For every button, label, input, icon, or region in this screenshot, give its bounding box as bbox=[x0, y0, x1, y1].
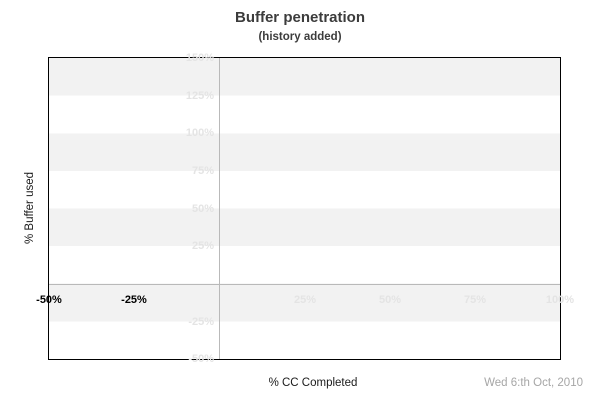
chart-subtitle: (history added) bbox=[258, 31, 342, 43]
date-label: Wed 6:th Oct, 2010 bbox=[484, 377, 583, 389]
x-tick-label-history: -50% bbox=[36, 294, 62, 306]
plot-area: 150% 125% 100% 75% 50% 25% -25% -50% -50… bbox=[36, 52, 574, 365]
chart-title: Buffer penetration bbox=[234, 9, 365, 26]
x-tick-label: 75% bbox=[463, 294, 487, 306]
zero-line-horizontal bbox=[49, 284, 560, 285]
y-axis-title: % Buffer used bbox=[24, 171, 36, 245]
y-tick-label: -50% bbox=[188, 353, 214, 365]
y-tick-label: 100% bbox=[185, 127, 214, 139]
y-tick-label: 25% bbox=[191, 240, 214, 252]
x-tick-label: 50% bbox=[378, 294, 402, 306]
y-tick-label: 150% bbox=[185, 52, 214, 64]
y-tick-label: 125% bbox=[185, 90, 214, 102]
y-tick-label: 50% bbox=[191, 203, 214, 215]
x-axis-title: % CC Completed bbox=[268, 377, 358, 389]
zero-line-vertical bbox=[219, 58, 220, 359]
x-tick-label: 25% bbox=[293, 294, 317, 306]
x-tick-label-history: -25% bbox=[121, 294, 147, 306]
y-tick-label: -25% bbox=[188, 316, 214, 328]
y-tick-label: 75% bbox=[191, 165, 214, 177]
x-tick-label: 100% bbox=[545, 294, 575, 306]
